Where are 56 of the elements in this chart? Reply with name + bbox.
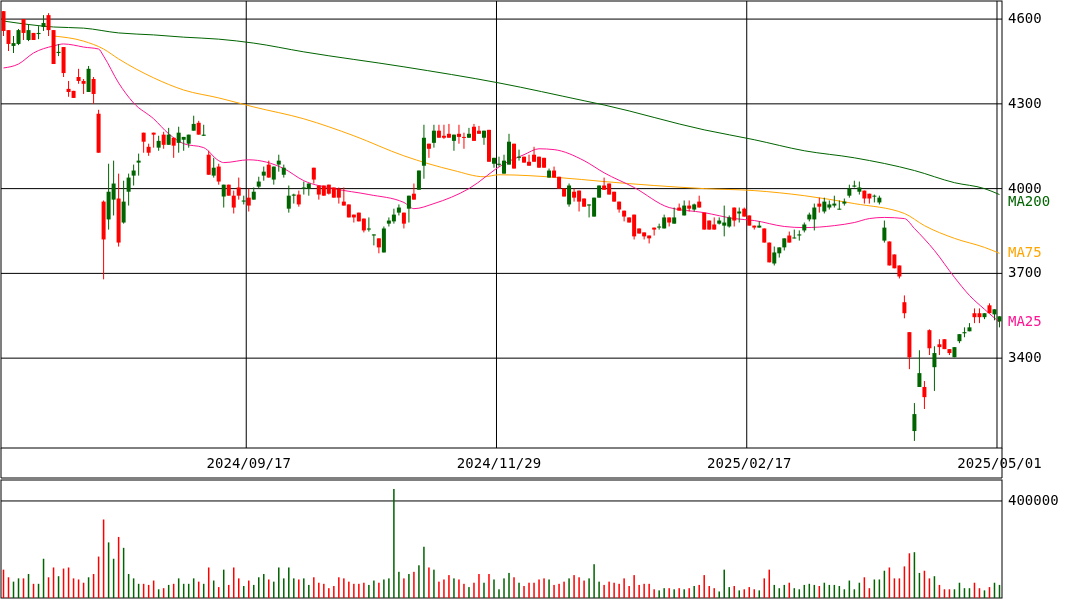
candlestick	[922, 380, 927, 410]
candlestick	[91, 76, 96, 105]
candlestick	[46, 12, 51, 37]
text: 400000	[1008, 491, 1059, 508]
candlestick	[426, 143, 431, 159]
candlestick	[206, 150, 211, 176]
candlestick	[602, 177, 607, 191]
candlestick	[86, 65, 91, 93]
x-tick-label: 2024/09/17	[206, 455, 291, 471]
line-series	[3, 43, 1000, 323]
candlestick	[466, 127, 471, 139]
candlestick	[396, 203, 401, 216]
candlestick	[932, 345, 937, 392]
candlestick	[902, 294, 907, 319]
candlestick	[126, 173, 131, 207]
candlestick	[411, 183, 416, 201]
candlestick	[366, 216, 371, 233]
candlestick	[882, 220, 887, 244]
y-tick-label: 3400	[1008, 349, 1042, 366]
candlestick	[246, 188, 251, 212]
candlestick	[461, 132, 466, 150]
candlestick	[406, 195, 411, 224]
y-tick-label: 4600	[1008, 10, 1042, 27]
candlestick	[131, 164, 136, 187]
line-series	[53, 35, 1000, 254]
candlestick	[567, 183, 572, 208]
candlestick	[456, 124, 461, 145]
y-tick-label: 4300	[1008, 94, 1042, 111]
candlestick	[446, 123, 451, 139]
candlestick	[772, 246, 777, 266]
x-tick-label: 2025/02/17	[707, 455, 792, 471]
candlestick	[136, 153, 141, 177]
candlestick	[121, 180, 126, 225]
candlestick	[927, 328, 932, 356]
candlestick	[286, 185, 291, 214]
candlestick	[386, 216, 391, 227]
candlestick	[371, 233, 376, 246]
candlestick	[216, 163, 221, 186]
candlestick	[917, 349, 922, 388]
candlestick	[912, 402, 917, 442]
candlestick	[481, 130, 486, 146]
candlestick	[111, 160, 116, 216]
candlestick	[431, 124, 436, 149]
candlestick	[451, 134, 456, 152]
candlestick	[797, 229, 802, 242]
x-tick-label: 2024/11/29	[456, 455, 542, 471]
candlestick	[236, 177, 241, 201]
candlestick	[211, 157, 216, 179]
series-label: MA25	[1008, 313, 1042, 330]
candlestick	[21, 18, 26, 41]
candlestick	[572, 188, 577, 203]
series-label: MA75	[1008, 244, 1042, 261]
candlestick	[837, 199, 842, 211]
y-tick-label: 3700	[1008, 264, 1042, 281]
candlestick	[231, 190, 236, 214]
x-tick-label: 2025/05/01	[957, 455, 1042, 471]
